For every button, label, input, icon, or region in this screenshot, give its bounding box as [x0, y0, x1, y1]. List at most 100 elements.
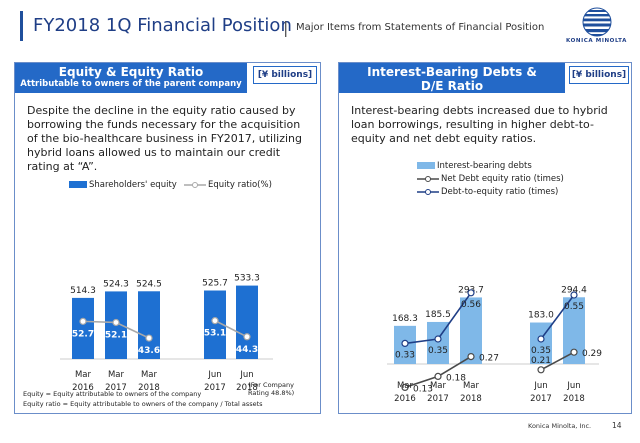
net-debt-ratio-point: [434, 372, 442, 380]
debt-legend-line-net: Net Debt equity ratio (times): [417, 174, 564, 184]
equity-ratio-label: 53.1: [204, 329, 226, 339]
x-tick-label: 2018: [236, 383, 258, 393]
equity-ratio-label: 52.7: [72, 329, 94, 339]
x-tick-label: Jun: [533, 381, 547, 391]
de-ratio-line: [404, 338, 439, 345]
de-ratio-point: [537, 335, 545, 343]
net-debt-ratio-label: 0.29: [582, 349, 602, 359]
legend-label: Interest-bearing debts: [437, 161, 532, 171]
de-ratio-label: 0.35: [428, 346, 448, 356]
x-tick-label: 2016: [72, 383, 94, 393]
equity-bar-label: 533.3: [234, 274, 260, 284]
debt-chart: 168.3185.5293.7183.0294.40.130.180.270.2…: [387, 285, 602, 404]
debt-unit-label: [¥ billions]: [569, 66, 629, 84]
debt-bar-label: 185.5: [425, 310, 451, 320]
x-tick-label: Mar: [397, 381, 414, 391]
x-tick-label: 2017: [427, 394, 449, 404]
de-ratio-point: [434, 335, 442, 343]
legend-swatch-bar: [417, 162, 435, 169]
company-footer: Konica Minolta, Inc.: [528, 422, 592, 430]
equity-bar: [138, 291, 160, 359]
equity-panel-subtitle: Attributable to owners of the parent com…: [20, 79, 242, 89]
net-debt-ratio-label: 0.13: [413, 384, 433, 394]
de-ratio-label: 0.33: [395, 350, 415, 360]
x-tick-label: 2017: [105, 383, 127, 393]
x-tick-label: 2018: [460, 394, 482, 404]
equity-ratio-footnote: Equity ratio = Equity attributable to ow…: [23, 400, 263, 408]
debt-legend-line-de: Debt-to-equity ratio (times): [417, 187, 558, 197]
legend-swatch-line: [417, 175, 439, 182]
net-debt-ratio-label: 0.21: [531, 356, 551, 366]
equity-ratio-point: [243, 333, 251, 341]
x-tick-label: Mar: [75, 370, 92, 380]
net-debt-ratio-point: [467, 353, 475, 361]
equity-ratio-line: [82, 320, 117, 324]
x-tick-label: 2016: [394, 394, 416, 404]
x-tick-label: Mar: [463, 381, 480, 391]
header-accent-bar: [20, 11, 23, 41]
page-number: 14: [612, 421, 622, 430]
legend-label: Debt-to-equity ratio (times): [441, 187, 559, 197]
logo-wordmark: KONICA MINOLTA: [566, 38, 627, 44]
net-debt-ratio-point: [401, 383, 409, 391]
slide-header: FY2018 1Q Financial Position | Major Ite…: [0, 0, 640, 50]
legend-swatch-bar: [69, 181, 87, 188]
equity-bar: [72, 297, 94, 359]
net-debt-ratio-point: [537, 366, 545, 374]
net-debt-ratio-line: [437, 355, 472, 378]
x-tick-label: 2018: [563, 394, 585, 404]
net-debt-ratio-line: [540, 351, 575, 371]
equity-bar-label: 514.3: [70, 286, 96, 296]
rating-note: (For Company Rating 48.8%): [248, 381, 294, 397]
x-tick-label: Mar: [141, 370, 158, 380]
net-debt-ratio-label: 0.27: [479, 354, 499, 364]
debt-bar: [460, 297, 482, 364]
rating-note-line: Rating 48.8%): [248, 389, 295, 397]
x-tick-label: Jun: [239, 370, 253, 380]
legend-swatch-line: [417, 188, 439, 195]
equity-ratio-point: [211, 317, 219, 325]
equity-legend-bar: Shareholders' equity: [69, 180, 177, 190]
x-tick-label: 2017: [530, 394, 552, 404]
equity-chart: 514.3 524.3 524.5 525.7 533.3 52.7 52.1 43.6 53.…: [60, 274, 273, 393]
de-ratio-point: [570, 291, 578, 299]
debt-panel-header: Interest-Bearing Debts & D/E Ratio: [339, 63, 565, 93]
equity-bar-label: 524.5: [136, 279, 162, 289]
de-ratio-label: 0.56: [461, 300, 481, 310]
title-separator: |: [283, 18, 289, 37]
equity-ratio-point: [79, 317, 87, 325]
net-debt-ratio-label: 0.18: [446, 373, 466, 383]
equity-description: Despite the decline in the equity ratio …: [27, 104, 302, 173]
equity-ratio-point: [112, 318, 120, 327]
slide-title: FY2018 1Q Financial Position: [33, 15, 292, 36]
konica-minolta-logo-icon: [582, 7, 612, 37]
equity-ratio-label: 44.3: [236, 345, 258, 355]
equity-bar-label: 525.7: [202, 279, 228, 289]
equity-panel-title: Equity & Equity Ratio: [58, 65, 204, 79]
legend-label: Shareholders' equity: [89, 180, 177, 190]
debt-panel: Interest-Bearing Debts & D/E Ratio [¥ bi…: [338, 62, 632, 414]
equity-panel-header: Equity & Equity Ratio Attributable to ow…: [15, 63, 247, 93]
x-tick-label: Jun: [566, 381, 580, 391]
equity-ratio-label: 52.1: [105, 330, 127, 340]
debt-bar: [563, 297, 585, 364]
legend-label: Equity ratio(%): [208, 180, 272, 190]
x-tick-label: 2018: [138, 383, 160, 393]
net-debt-ratio-line: [404, 375, 439, 389]
equity-bar: [204, 290, 226, 359]
legend-label: Net Debt equity ratio (times): [441, 174, 564, 184]
equity-ratio-point: [145, 334, 153, 342]
x-tick-label: Mar: [108, 370, 125, 380]
debt-bar-label: 183.0: [528, 311, 554, 321]
debt-panel-title: Interest-Bearing Debts &: [367, 65, 537, 79]
slide-subtitle: Major Items from Statements of Financial…: [296, 22, 545, 33]
de-ratio-line: [540, 294, 575, 340]
debt-bar-label: 168.3: [392, 314, 418, 324]
equity-legend-line: Equity ratio(%): [184, 180, 272, 190]
equity-bar: [236, 285, 258, 359]
debt-legend-bar: Interest-bearing debts: [417, 161, 532, 171]
debt-panel-title-line2: D/E Ratio: [420, 79, 484, 93]
de-ratio-point: [401, 339, 409, 347]
equity-bar-label: 524.3: [103, 279, 129, 289]
debt-bar-label: 294.4: [561, 285, 587, 295]
